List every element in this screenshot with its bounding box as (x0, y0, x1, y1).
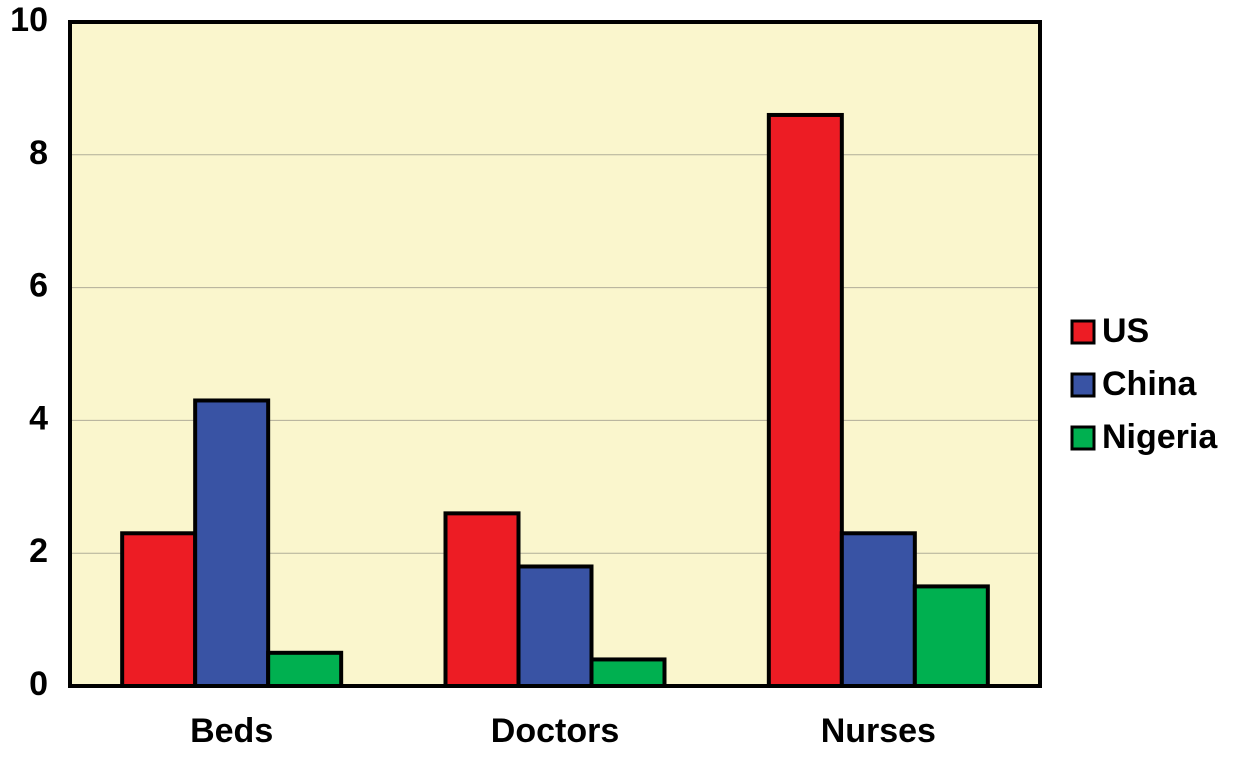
legend-swatch (1070, 372, 1096, 398)
y-tick-label: 8 (29, 134, 48, 172)
bar (516, 564, 594, 688)
bar (120, 531, 198, 689)
bar (912, 584, 990, 689)
x-tick-label: Doctors (491, 712, 619, 750)
legend-label: Nigeria (1102, 418, 1218, 456)
bar (266, 650, 344, 688)
bar (443, 511, 521, 688)
legend-swatch (1070, 425, 1096, 451)
y-tick-label: 2 (29, 532, 48, 570)
legend-label: US (1102, 312, 1149, 350)
bar (193, 398, 271, 688)
legend-label: China (1102, 365, 1198, 403)
legend-swatch (1070, 319, 1096, 345)
y-tick-label: 6 (29, 267, 48, 305)
y-tick-label: 10 (10, 1, 48, 39)
x-tick-label: Nurses (821, 712, 936, 750)
bar (589, 657, 667, 689)
x-tick-label: Beds (190, 712, 273, 750)
y-tick-label: 4 (29, 399, 48, 437)
plot-border (68, 20, 1042, 688)
bar (766, 112, 844, 688)
bar (839, 531, 917, 689)
y-tick-label: 0 (29, 665, 48, 703)
